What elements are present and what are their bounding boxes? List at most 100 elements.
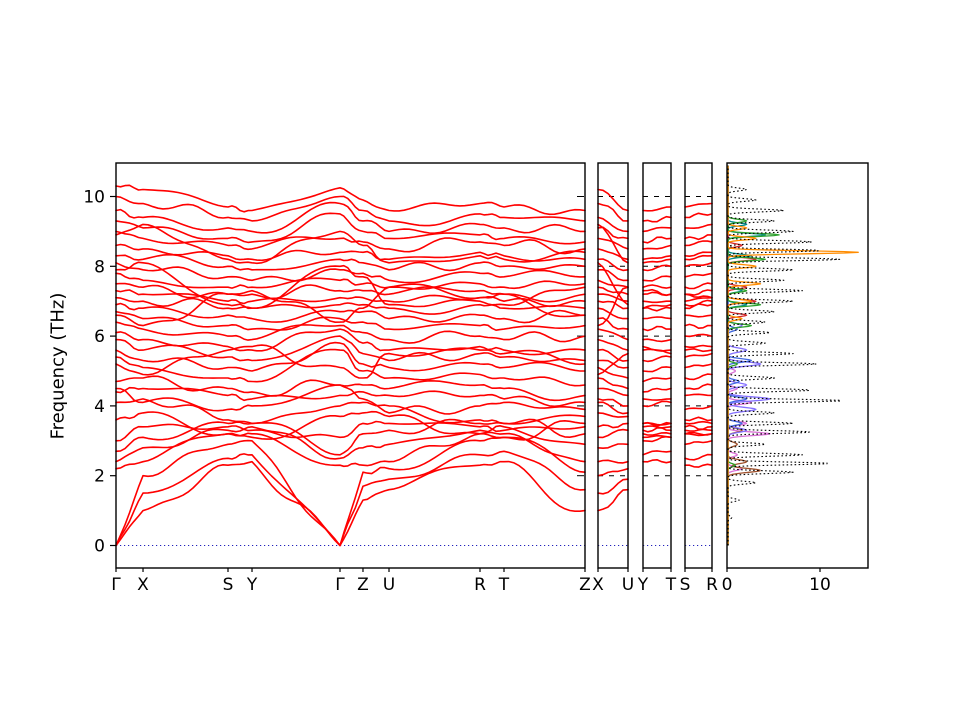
y-tick-label: 2	[94, 467, 105, 487]
band-line	[684, 373, 713, 381]
band-line	[597, 328, 629, 341]
band-line	[597, 412, 629, 418]
band-line	[597, 223, 629, 264]
band-line	[684, 463, 713, 468]
band-line	[597, 401, 629, 415]
band-line	[597, 216, 629, 233]
band-line	[684, 293, 713, 299]
panel-frame-SR	[684, 162, 713, 569]
band-line	[642, 366, 672, 373]
kpoint-label: S	[223, 575, 234, 595]
kpoint-label: X	[592, 575, 604, 595]
band-line	[684, 296, 713, 303]
panel-frame-main	[115, 162, 586, 569]
y-tick-label: 4	[94, 397, 105, 417]
band-line	[642, 355, 672, 363]
band-line	[642, 284, 672, 289]
band-line	[684, 234, 713, 241]
band-line	[684, 352, 713, 358]
band-line	[597, 286, 629, 296]
band-line	[642, 345, 672, 355]
band-line	[115, 321, 586, 344]
kpoint-label: Γ	[111, 575, 121, 595]
band-line	[115, 341, 586, 372]
band-line	[597, 377, 629, 390]
kpoint-label: T	[498, 575, 510, 595]
band-line	[597, 443, 629, 450]
band-line	[684, 299, 713, 307]
tick-marks	[110, 195, 821, 572]
y-tick-label: 8	[94, 257, 105, 277]
band-line	[597, 248, 629, 261]
band-line	[684, 223, 713, 229]
band-line	[597, 268, 629, 282]
band-line	[642, 215, 672, 223]
band-line	[597, 317, 629, 330]
band-line	[597, 202, 629, 222]
y-tick-label: 10	[83, 188, 105, 208]
band-line	[642, 244, 672, 250]
y-axis-title: Frequency (THz)	[47, 292, 69, 440]
band-line	[684, 314, 713, 318]
band-line	[684, 432, 713, 437]
band-line	[642, 431, 672, 436]
band-line	[684, 272, 713, 278]
band-line	[642, 450, 672, 456]
dos-curve-partial-orange	[727, 165, 859, 546]
band-line	[642, 303, 672, 310]
y-tick-label: 0	[94, 537, 105, 557]
band-line	[115, 302, 586, 324]
band-line	[684, 363, 713, 369]
kpoint-label: Y	[246, 575, 258, 595]
band-line	[684, 261, 713, 268]
band-line	[684, 251, 713, 258]
dos-curve-total	[727, 165, 842, 546]
band-line	[597, 258, 629, 272]
band-line	[115, 289, 586, 308]
band-line	[597, 352, 629, 376]
kpoint-label: U	[622, 575, 634, 595]
band-line	[115, 386, 586, 408]
band-line	[597, 307, 629, 320]
band-line	[642, 255, 672, 261]
band-line	[115, 348, 586, 387]
band-line	[597, 398, 629, 407]
band-line	[642, 338, 672, 343]
band-line	[684, 416, 713, 422]
band-line	[642, 258, 672, 264]
band-line	[684, 347, 713, 353]
kpoint-label: R	[706, 575, 718, 595]
band-line	[597, 422, 629, 429]
band-line	[642, 458, 672, 464]
band-line	[597, 188, 629, 212]
band-line	[642, 275, 672, 282]
band-line	[642, 288, 672, 296]
band-line	[597, 261, 629, 306]
band-line	[597, 226, 629, 240]
band-line	[597, 467, 629, 477]
band-line	[642, 316, 672, 320]
band-line	[115, 450, 586, 547]
kpoint-label: U	[383, 575, 395, 595]
band-line	[684, 393, 713, 397]
band-line	[642, 236, 672, 244]
band-line	[115, 184, 586, 216]
band-line	[684, 202, 713, 208]
band-line	[115, 384, 586, 415]
band-line	[642, 400, 672, 408]
band-line	[642, 421, 672, 427]
band-line	[684, 453, 713, 461]
band-line	[597, 300, 629, 310]
band-line	[684, 420, 713, 425]
panel-frame-DOS	[726, 162, 869, 569]
band-line	[115, 223, 586, 265]
band-line	[684, 254, 713, 261]
band-line	[642, 264, 672, 272]
band-line	[115, 230, 586, 255]
band-line	[115, 375, 586, 402]
band-line	[115, 283, 586, 327]
band-line	[684, 383, 713, 391]
band-line	[642, 325, 672, 332]
